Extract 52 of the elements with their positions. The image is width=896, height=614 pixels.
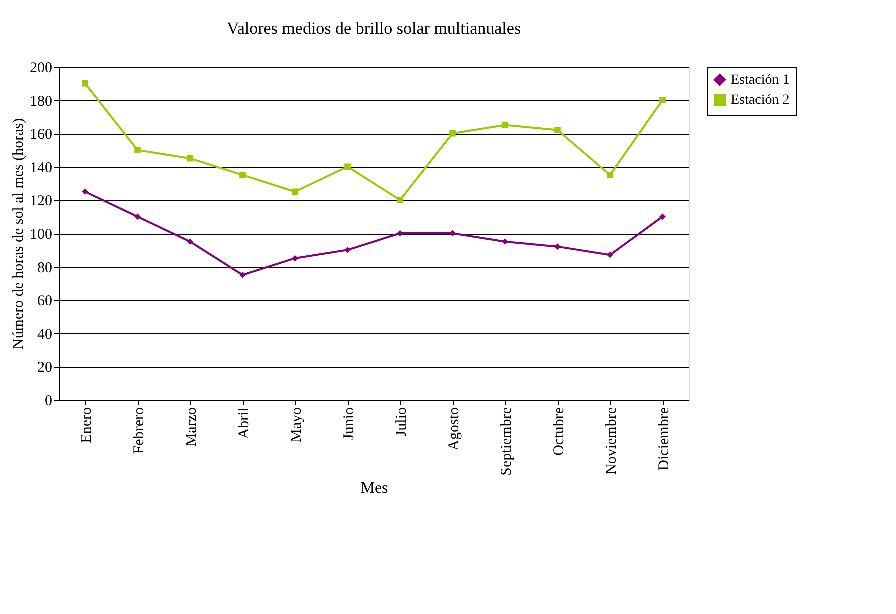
y-tick-label: 120 bbox=[30, 194, 52, 210]
y-tick-label: 20 bbox=[38, 360, 52, 376]
point bbox=[554, 127, 561, 134]
y-tick-label: 100 bbox=[30, 227, 52, 243]
x-tick-label: Junio bbox=[341, 408, 358, 440]
point bbox=[502, 238, 508, 245]
point bbox=[187, 238, 194, 245]
point bbox=[607, 172, 614, 178]
y-tick-label: 40 bbox=[38, 326, 52, 343]
x-tick-label: Diciembre bbox=[656, 407, 672, 471]
x-axis-title: Mes bbox=[360, 480, 388, 497]
y-axis-title: Número de horas de sol al mes (horas) bbox=[11, 118, 27, 350]
point bbox=[82, 80, 88, 87]
x-tick-label: Julio bbox=[394, 408, 410, 437]
point bbox=[450, 130, 456, 137]
point bbox=[240, 172, 246, 178]
y-tick-label: 60 bbox=[38, 294, 52, 310]
point bbox=[292, 255, 298, 262]
point bbox=[344, 164, 351, 170]
x-tick-label: Enero bbox=[78, 408, 95, 444]
point bbox=[397, 230, 404, 237]
point bbox=[660, 214, 666, 220]
y-tick-label: 200 bbox=[30, 60, 52, 76]
point bbox=[450, 230, 456, 237]
x-tick-label: Agosto bbox=[446, 408, 462, 451]
point bbox=[292, 188, 298, 196]
x-tick-label: Abril bbox=[236, 408, 252, 440]
point bbox=[502, 122, 508, 128]
legend-label: Estación 2 bbox=[731, 93, 790, 108]
y-tick-label: 140 bbox=[30, 160, 52, 176]
y-tick-label: 0 bbox=[45, 394, 52, 410]
y-tick-label: 160 bbox=[30, 127, 52, 144]
point bbox=[134, 147, 141, 154]
x-tick-label: Noviembre bbox=[604, 407, 620, 475]
x-tick-label: Septiembre bbox=[498, 407, 515, 476]
point bbox=[660, 97, 666, 104]
x-tick-label: Octubre bbox=[551, 407, 568, 456]
point bbox=[82, 188, 88, 196]
point bbox=[397, 197, 404, 204]
x-tick-label: Febrero bbox=[131, 408, 148, 454]
point bbox=[607, 252, 614, 258]
point bbox=[134, 214, 141, 220]
legend-label: Estación 1 bbox=[731, 73, 790, 88]
point bbox=[240, 272, 246, 278]
x-tick-label: Mayo bbox=[288, 408, 305, 442]
y-tick-label: 80 bbox=[38, 260, 52, 276]
chart-title: Valores medios de brillo solar multianuales bbox=[226, 19, 522, 38]
x-tick-label: Marzo bbox=[184, 408, 200, 447]
point bbox=[344, 246, 351, 254]
y-tick-label: 180 bbox=[30, 94, 52, 110]
point bbox=[554, 244, 561, 250]
point bbox=[187, 155, 194, 162]
